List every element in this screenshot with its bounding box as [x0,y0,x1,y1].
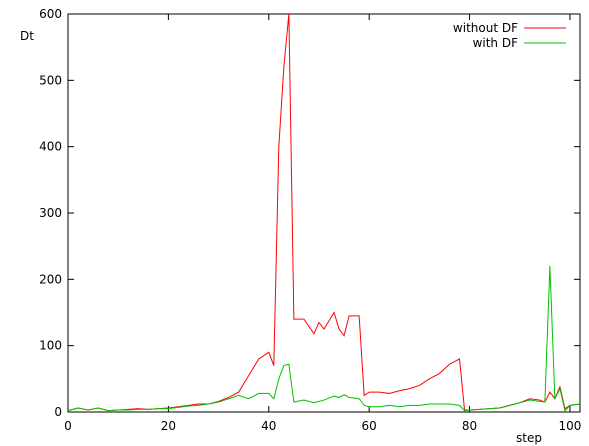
x-tick-label: 60 [362,419,377,433]
x-tick-label: 80 [462,419,477,433]
y-tick-label: 100 [39,339,62,353]
y-tick-label: 0 [54,405,62,419]
series-line [67,13,581,412]
legend-label: without DF [453,21,518,35]
x-tick-label: 20 [161,419,176,433]
series-line [67,266,581,412]
x-tick-label: 0 [64,419,72,433]
x-axis-label: step [516,431,542,445]
y-tick-label: 600 [39,7,62,21]
x-tick-label: 40 [261,419,276,433]
y-tick-label: 200 [39,272,62,286]
y-tick-label: 500 [39,73,62,87]
plot-frame [67,13,581,413]
y-tick-label: 300 [39,206,62,220]
legend-label: with DF [473,36,519,50]
x-tick-label: 100 [559,419,582,433]
y-axis-label: Dt [20,29,34,43]
y-tick-label: 400 [39,140,62,154]
